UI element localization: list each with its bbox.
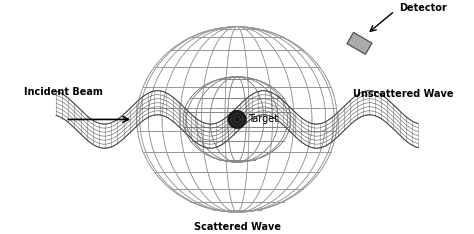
Text: Incident Beam: Incident Beam: [24, 87, 102, 97]
Circle shape: [228, 111, 246, 128]
Text: Scattered Wave: Scattered Wave: [193, 222, 281, 232]
Text: Target: Target: [248, 114, 278, 124]
FancyBboxPatch shape: [347, 33, 372, 54]
Text: Unscattered Wave: Unscattered Wave: [353, 89, 453, 99]
Text: Detector: Detector: [400, 3, 447, 13]
